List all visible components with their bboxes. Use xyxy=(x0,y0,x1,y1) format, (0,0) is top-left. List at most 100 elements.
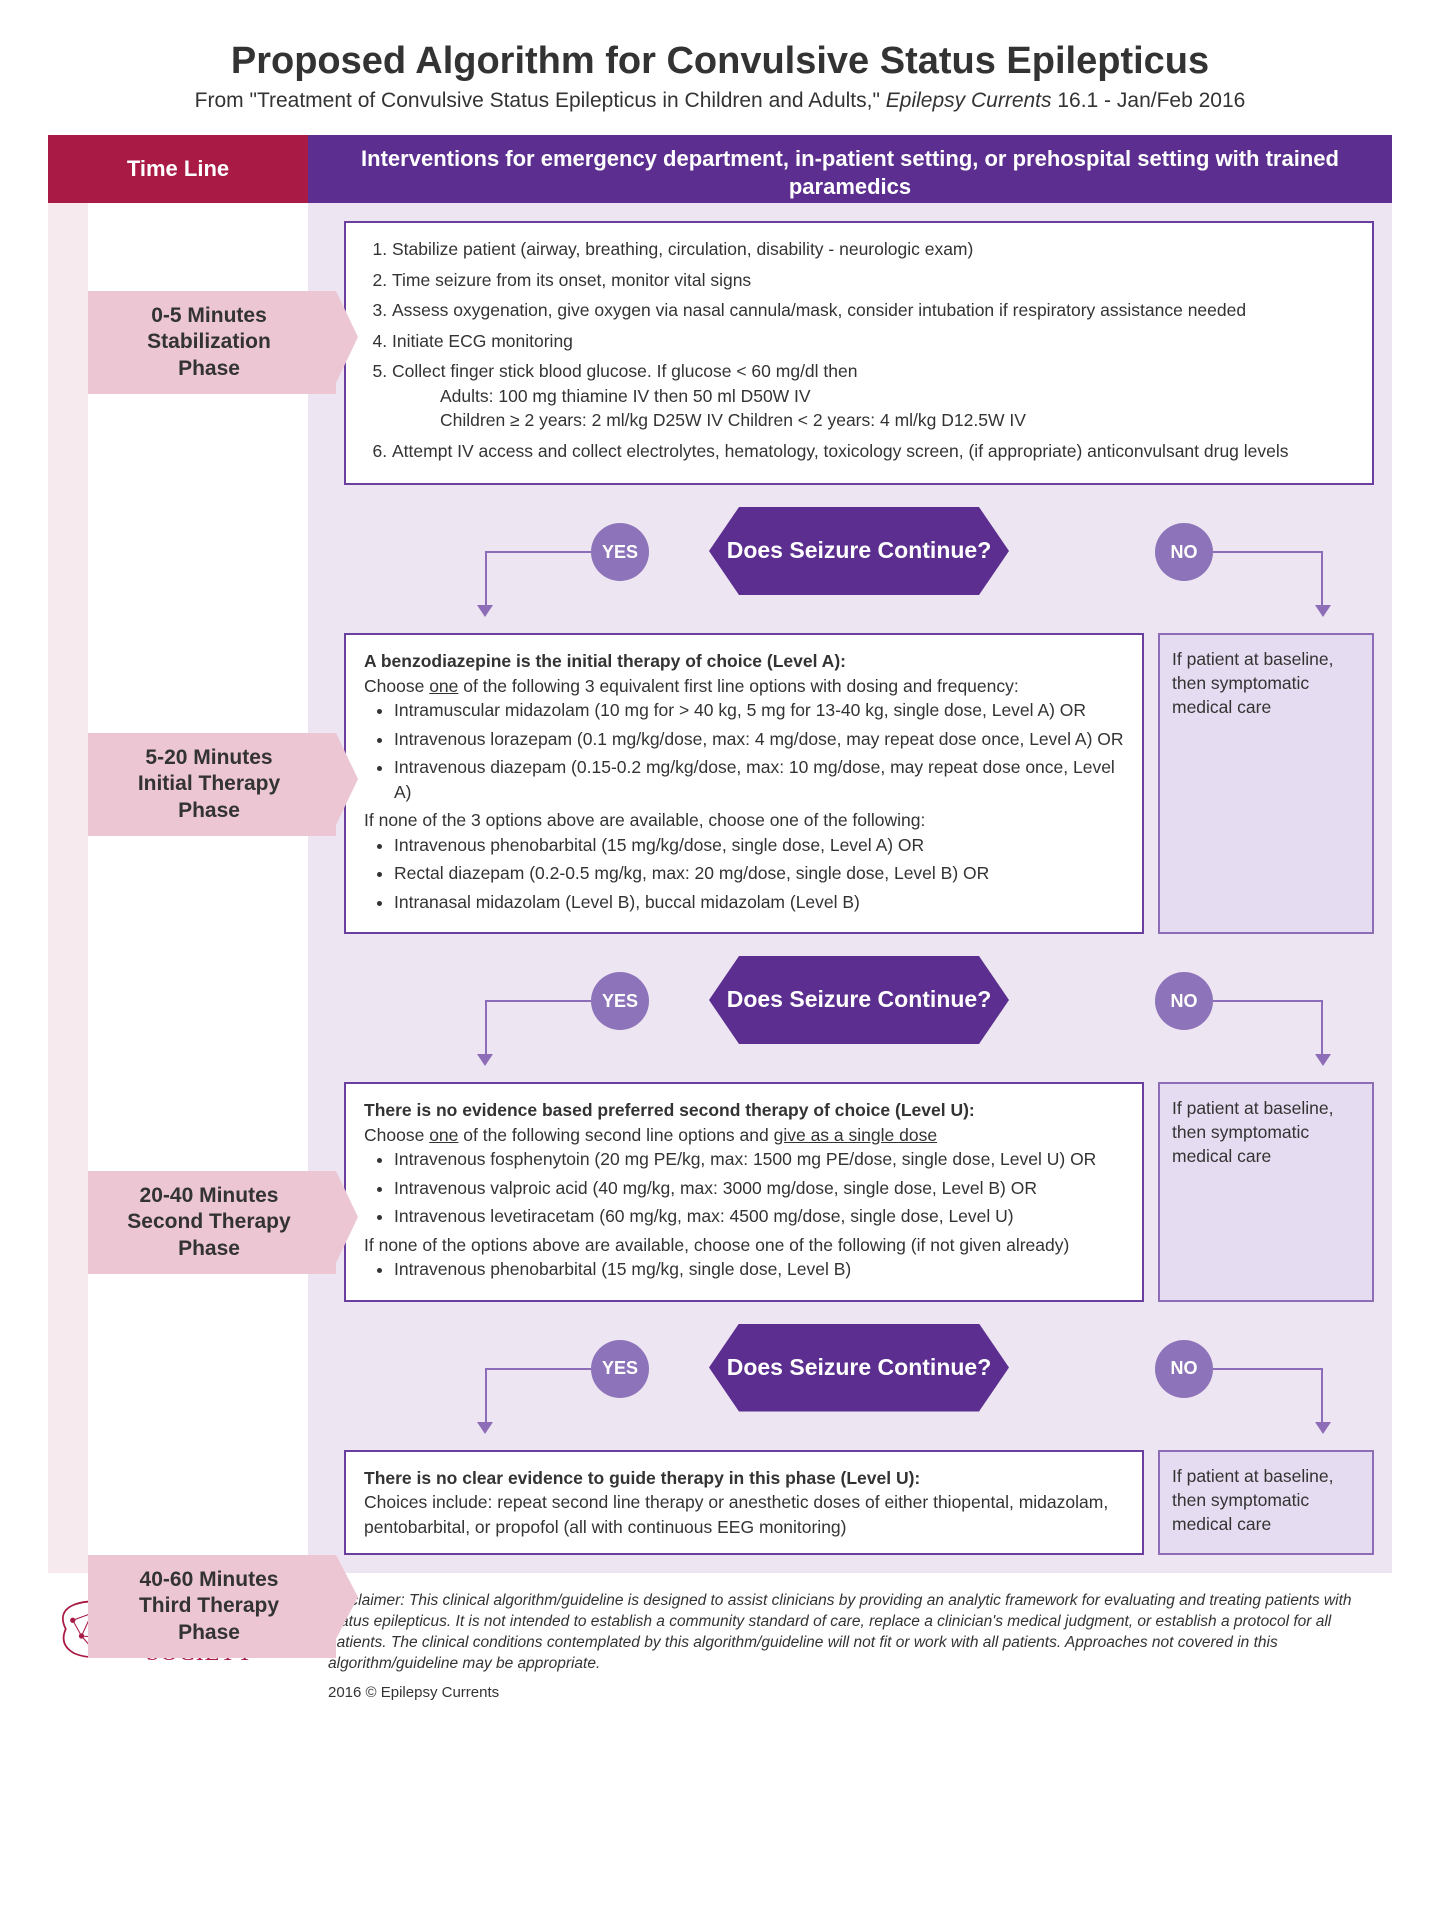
phase4-lead: There is no clear evidence to guide ther… xyxy=(364,1466,1124,1491)
arrow-icon xyxy=(1315,1054,1331,1066)
decision-1-hex: Does Seizure Continue? xyxy=(709,507,1009,595)
connector xyxy=(485,551,487,607)
phase4-box: There is no clear evidence to guide ther… xyxy=(344,1450,1144,1556)
phase1-box: Stabilize patient (airway, breathing, ci… xyxy=(344,221,1374,485)
phase3-row: There is no evidence based preferred sec… xyxy=(344,1082,1374,1302)
connector xyxy=(1213,1368,1323,1370)
decision-3-no: NO xyxy=(1155,1340,1213,1398)
page-title: Proposed Algorithm for Convulsive Status… xyxy=(48,40,1392,83)
copyright: 2016 © Epilepsy Currents xyxy=(328,1683,1392,1703)
phase3-lead: There is no evidence based preferred sec… xyxy=(364,1098,1124,1123)
phase2-opt-3: Intravenous diazepam (0.15-0.2 mg/kg/dos… xyxy=(394,755,1124,804)
phase1-step-1: Stabilize patient (airway, breathing, ci… xyxy=(392,237,1354,262)
phase1-step-3: Assess oxygenation, give oxygen via nasa… xyxy=(392,298,1354,323)
connector xyxy=(485,1000,487,1056)
phase1-step5-sub1: Adults: 100 mg thiamine IV then 50 ml D5… xyxy=(392,384,1354,409)
connector xyxy=(1321,1000,1323,1056)
phase4-l3: Phase xyxy=(178,1621,240,1644)
phase2-choose-pre: Choose xyxy=(364,676,429,696)
connector xyxy=(485,551,591,553)
phase2-alt-3: Intranasal midazolam (Level B), buccal m… xyxy=(394,890,1124,915)
connector xyxy=(1213,1000,1323,1002)
connector xyxy=(1213,551,1323,553)
phase3-choose-u1: one xyxy=(429,1125,458,1145)
decision-2-yes: YES xyxy=(591,972,649,1030)
phase1-step5-lead: Collect finger stick blood glucose. If g… xyxy=(392,361,857,381)
phase2-l1: 5-20 Minutes xyxy=(145,746,272,769)
arrow-icon xyxy=(477,605,493,617)
phase3-opt-1: Intravenous fosphenytoin (20 mg PE/kg, m… xyxy=(394,1147,1124,1172)
phase2-lead: A benzodiazepine is the initial therapy … xyxy=(364,649,1124,674)
body-columns: 0-5 Minutes Stabilization Phase 5-20 Min… xyxy=(48,203,1392,1573)
phase2-no-box: If patient at baseline, then symptomatic… xyxy=(1158,633,1374,934)
phase1-l2: Stabilization xyxy=(147,330,271,353)
decision-3: Does Seizure Continue? YES NO xyxy=(449,1318,1269,1436)
phase2-opt-1: Intramuscular midazolam (10 mg for > 40 … xyxy=(394,698,1124,723)
phase3-choose-u2: give as a single dose xyxy=(774,1125,937,1145)
phase4-l2: Third Therapy xyxy=(139,1594,279,1617)
timeline-header: Time Line xyxy=(48,135,308,203)
phase2-choose-u: one xyxy=(429,676,458,696)
arrow-icon xyxy=(1315,1422,1331,1434)
phase2-choose-post: of the following 3 equivalent first line… xyxy=(458,676,1018,696)
phase1-step-6: Attempt IV access and collect electrolyt… xyxy=(392,439,1354,464)
phase2-alt-lead: If none of the 3 options above are avail… xyxy=(364,808,1124,833)
phase1-step-4: Initiate ECG monitoring xyxy=(392,329,1354,354)
subtitle-suffix: 16.1 - Jan/Feb 2016 xyxy=(1052,89,1246,112)
decision-2-hex: Does Seizure Continue? xyxy=(709,956,1009,1044)
connector xyxy=(1321,1368,1323,1424)
connector xyxy=(1321,551,1323,607)
connector xyxy=(485,1000,591,1002)
disclaimer: Disclaimer: This clinical algorithm/guid… xyxy=(328,1591,1392,1703)
connector xyxy=(485,1368,591,1370)
phase2-opt-2: Intravenous lorazepam (0.1 mg/kg/dose, m… xyxy=(394,727,1124,752)
algorithm-page: Proposed Algorithm for Convulsive Status… xyxy=(0,0,1440,1733)
decision-1-yes: YES xyxy=(591,523,649,581)
header-columns: Time Line Interventions for emergency de… xyxy=(48,135,1392,203)
phase1-step-2: Time seizure from its onset, monitor vit… xyxy=(392,268,1354,293)
decision-3-yes: YES xyxy=(591,1340,649,1398)
phase2-box: A benzodiazepine is the initial therapy … xyxy=(344,633,1144,934)
phase3-l2: Second Therapy xyxy=(127,1210,290,1233)
phase2-alt-1: Intravenous phenobarbital (15 mg/kg/dose… xyxy=(394,833,1124,858)
phase-label-4: 40-60 Minutes Third Therapy Phase xyxy=(88,1555,336,1658)
disclaimer-text: Disclaimer: This clinical algorithm/guid… xyxy=(328,1592,1352,1672)
phase-label-1: 0-5 Minutes Stabilization Phase xyxy=(88,291,336,394)
decision-2-no: NO xyxy=(1155,972,1213,1030)
arrow-icon xyxy=(477,1054,493,1066)
decision-1-no: NO xyxy=(1155,523,1213,581)
page-subtitle: From "Treatment of Convulsive Status Epi… xyxy=(48,89,1392,113)
phase2-l2: Initial Therapy xyxy=(138,772,280,795)
phase3-l3: Phase xyxy=(178,1237,240,1260)
phase1-step5-sub2: Children ≥ 2 years: 2 ml/kg D25W IV Chil… xyxy=(392,408,1354,433)
phase2-row: A benzodiazepine is the initial therapy … xyxy=(344,633,1374,934)
phase3-no-box: If patient at baseline, then symptomatic… xyxy=(1158,1082,1374,1302)
decision-1: Does Seizure Continue? YES NO xyxy=(449,501,1269,619)
phase3-alt-1: Intravenous phenobarbital (15 mg/kg, sin… xyxy=(394,1257,1124,1282)
phase2-choose: Choose one of the following 3 equivalent… xyxy=(364,674,1124,699)
phase4-text: Choices include: repeat second line ther… xyxy=(364,1490,1124,1539)
phase-label-2: 5-20 Minutes Initial Therapy Phase xyxy=(88,733,336,836)
phase1-step-5: Collect finger stick blood glucose. If g… xyxy=(392,359,1354,433)
phase2-l3: Phase xyxy=(178,799,240,822)
arrow-icon xyxy=(1315,605,1331,617)
phase4-l1: 40-60 Minutes xyxy=(140,1568,279,1591)
phase3-choose-mid: of the following second line options and xyxy=(458,1125,773,1145)
phase-label-3: 20-40 Minutes Second Therapy Phase xyxy=(88,1171,336,1274)
content-header: Interventions for emergency department, … xyxy=(308,135,1392,203)
decision-3-hex: Does Seizure Continue? xyxy=(709,1324,1009,1412)
timeline-track xyxy=(48,203,88,1573)
subtitle-journal: Epilepsy Currents xyxy=(886,89,1052,112)
phase3-opt-2: Intravenous valproic acid (40 mg/kg, max… xyxy=(394,1176,1124,1201)
phase3-opt-3: Intravenous levetiracetam (60 mg/kg, max… xyxy=(394,1204,1124,1229)
content-area: Stabilize patient (airway, breathing, ci… xyxy=(308,203,1392,1573)
connector xyxy=(485,1368,487,1424)
phase1-l3: Phase xyxy=(178,357,240,380)
phase4-no-box: If patient at baseline, then symptomatic… xyxy=(1158,1450,1374,1556)
phase3-alt-lead: If none of the options above are availab… xyxy=(364,1233,1124,1258)
phase3-l1: 20-40 Minutes xyxy=(140,1184,279,1207)
arrow-icon xyxy=(477,1422,493,1434)
phase4-row: There is no clear evidence to guide ther… xyxy=(344,1450,1374,1556)
phase3-choose-pre: Choose xyxy=(364,1125,429,1145)
phase3-box: There is no evidence based preferred sec… xyxy=(344,1082,1144,1302)
